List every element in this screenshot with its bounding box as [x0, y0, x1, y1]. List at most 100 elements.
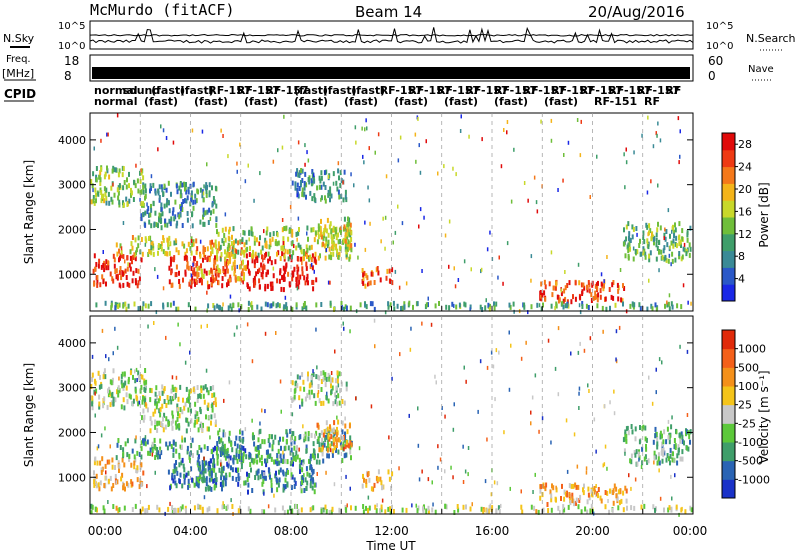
echo-cell [570, 299, 573, 305]
echo-cell [539, 290, 542, 295]
echo-cell [159, 454, 161, 460]
noise-cell [625, 147, 627, 152]
echo-cell [228, 226, 231, 232]
colorbar-tick-label: 20 [738, 183, 752, 196]
echo-cell [318, 459, 321, 465]
echo-cell [602, 286, 605, 292]
echo-cell [117, 438, 120, 443]
echo-cell [91, 376, 94, 382]
noise-cell [357, 255, 359, 260]
echo-cell [233, 454, 236, 460]
echo-cell [285, 225, 288, 231]
echo-cell [482, 508, 485, 514]
echo-cell [343, 306, 345, 312]
x-tick-label: 00:00 [88, 524, 123, 538]
noise-cell [578, 406, 580, 410]
colorbar-swatch [722, 367, 735, 387]
echo-cell [90, 199, 93, 205]
noise-cell [330, 371, 333, 375]
echo-cell [314, 400, 317, 406]
echo-cell [169, 241, 172, 247]
echo-cell [184, 437, 186, 443]
noise-cell [513, 309, 515, 314]
echo-cell [311, 196, 314, 202]
noise-cell [632, 246, 635, 251]
echo-cell [274, 459, 277, 465]
echo-cell [242, 451, 245, 457]
echo-cell [243, 252, 246, 258]
echo-cell [130, 462, 133, 468]
echo-cell [320, 184, 323, 190]
echo-cell [258, 429, 261, 435]
echo-cell [296, 188, 299, 193]
echo-cell [681, 434, 684, 440]
echo-cell [203, 444, 206, 450]
echo-cell [209, 386, 212, 392]
echo-cell [680, 256, 683, 262]
echo-cell [338, 371, 341, 377]
echo-cell [123, 462, 126, 468]
echo-cell [116, 479, 119, 485]
echo-cell [344, 242, 347, 248]
echo-cell [128, 456, 131, 462]
echo-cell [277, 250, 280, 256]
echo-cell [294, 456, 297, 461]
echo-cell [143, 414, 146, 420]
echo-cell [202, 393, 205, 399]
freq-tick-bottom: 8 [64, 69, 72, 83]
echo-cell [107, 478, 110, 484]
echo-cell [221, 238, 224, 244]
echo-cell [210, 210, 212, 216]
echo-cell [142, 301, 145, 307]
echo-cell [656, 245, 659, 251]
echo-cell [237, 472, 240, 478]
echo-cell [647, 458, 650, 464]
echo-cell [612, 295, 615, 301]
echo-cell [634, 436, 637, 442]
echo-cell [310, 178, 313, 184]
echo-cell [196, 266, 199, 272]
echo-cell [362, 280, 365, 286]
echo-cell [340, 230, 342, 235]
noise-cell [262, 258, 264, 263]
echo-cell [256, 470, 259, 476]
echo-cell [131, 259, 133, 265]
echo-cell [134, 378, 137, 384]
echo-cell [369, 301, 372, 307]
echo-cell [125, 196, 128, 202]
noise-cell [464, 469, 467, 474]
echo-cell [214, 419, 217, 425]
echo-cell [312, 468, 315, 474]
echo-cell [255, 255, 258, 261]
echo-cell [308, 472, 311, 478]
echo-cell [299, 386, 302, 392]
echo-cell [594, 290, 597, 296]
echo-cell [118, 388, 121, 394]
echo-cell [207, 220, 210, 225]
echo-cell [324, 382, 327, 388]
echo-cell [156, 454, 159, 460]
echo-cell [123, 371, 126, 377]
echo-cell [663, 450, 666, 456]
echo-cell [208, 270, 211, 276]
echo-cell [260, 249, 263, 255]
echo-cell [332, 225, 335, 231]
echo-cell [520, 504, 523, 510]
echo-cell [241, 249, 244, 255]
echo-cell [113, 257, 116, 263]
echo-cell [639, 305, 642, 311]
noise-cell [306, 231, 308, 236]
echo-cell [310, 227, 313, 233]
echo-cell [264, 458, 266, 464]
echo-cell [322, 235, 325, 241]
echo-cell [296, 383, 299, 389]
echo-cell [287, 256, 290, 262]
echo-cell [226, 451, 229, 457]
noise-cell [301, 261, 303, 266]
echo-cell [331, 452, 334, 458]
echo-cell [687, 446, 690, 452]
echo-cell [338, 175, 340, 181]
echo-cell [268, 244, 271, 250]
echo-cell [631, 224, 634, 230]
echo-cell [167, 469, 170, 475]
